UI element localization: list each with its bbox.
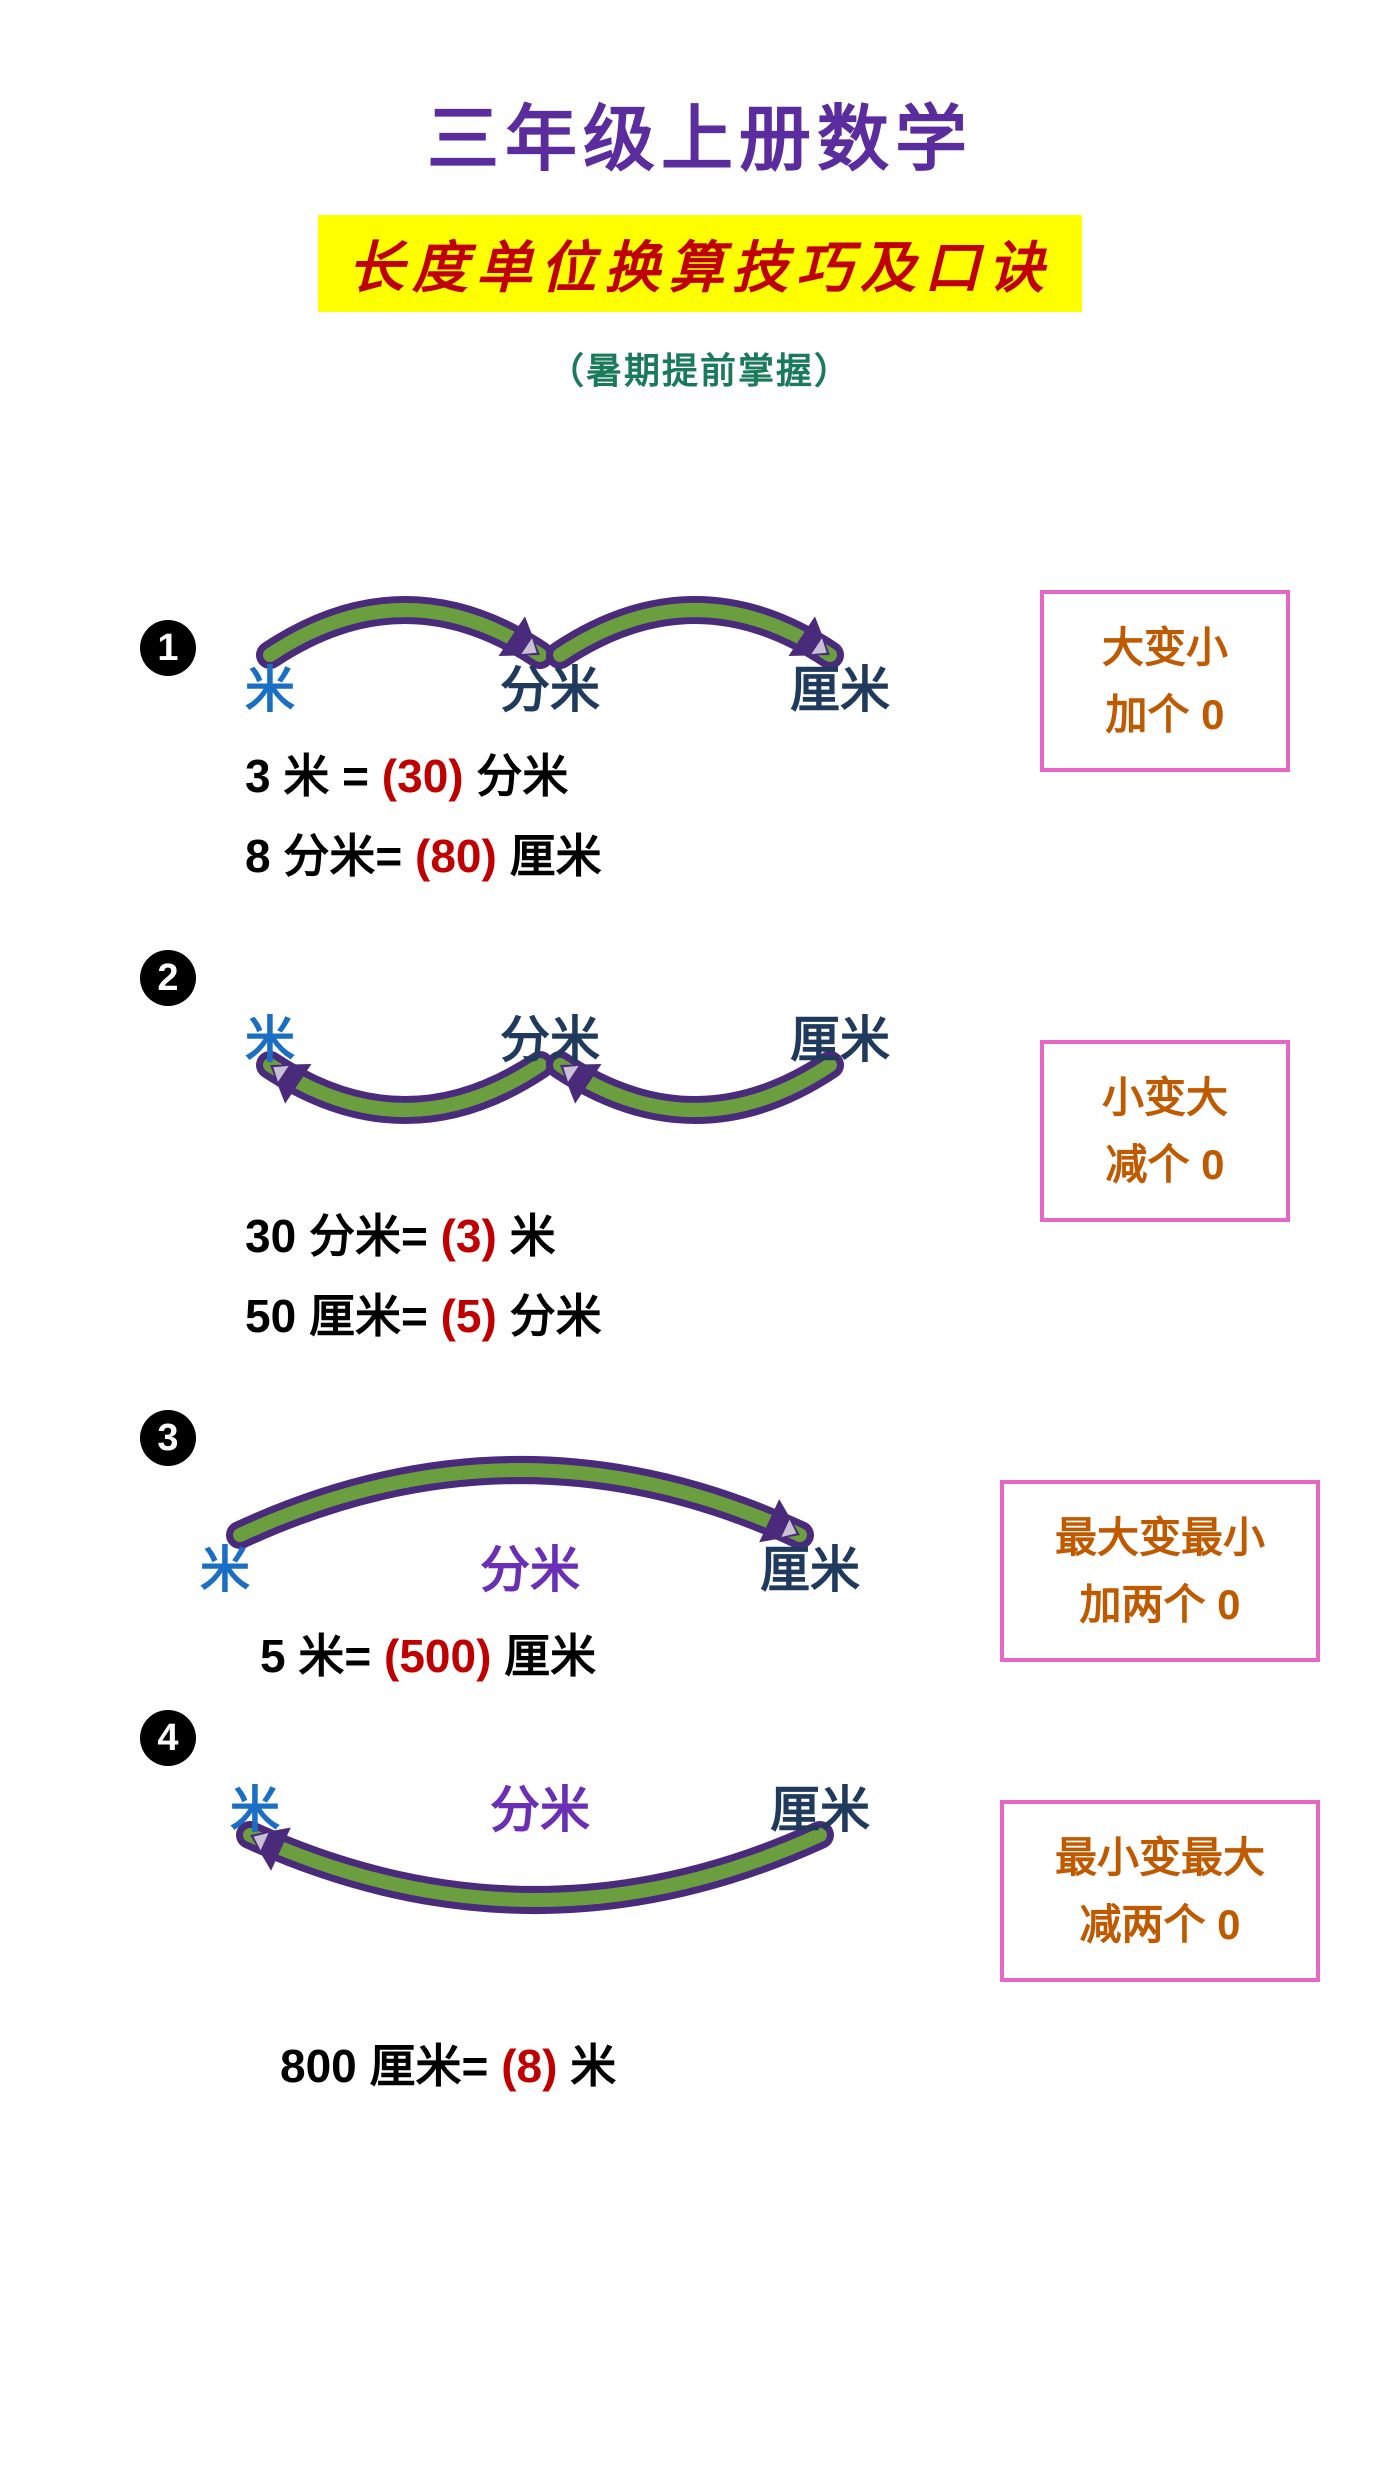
tip-line: 减两个 0: [1028, 1891, 1292, 1958]
tip-line: 加个 0: [1068, 681, 1262, 748]
equation-row: 800 厘米= (8) 米: [280, 2030, 616, 2096]
equation-rhs: 米: [557, 2040, 616, 2092]
unit-label: 厘米: [790, 650, 890, 722]
unit-label: 分米: [490, 1770, 590, 1842]
equation-row: 8 分米= (80) 厘米: [245, 820, 602, 886]
unit-label: 米: [230, 1770, 280, 1842]
unit-label: 米: [245, 1000, 295, 1072]
equation-answer: (5): [441, 1290, 497, 1342]
page-title: 三年级上册数学: [0, 0, 1400, 185]
unit-label: 分米: [500, 650, 600, 722]
tip-box: 小变大减个 0: [1040, 1040, 1290, 1222]
unit-label: 米: [200, 1530, 250, 1602]
equation-lhs: 5 米=: [260, 1630, 384, 1682]
equation-answer: (80): [415, 830, 497, 882]
equation-lhs: 8 分米=: [245, 830, 415, 882]
equation-row: 3 米 = (30) 分米: [245, 740, 568, 806]
section-badge: 1: [140, 620, 196, 676]
tip-line: 大变小: [1068, 614, 1262, 681]
section-badge: 2: [140, 950, 196, 1006]
equation-rhs: 米: [497, 1210, 556, 1262]
section-badge: 3: [140, 1410, 196, 1466]
equation-row: 5 米= (500) 厘米: [260, 1620, 596, 1686]
equation-rhs: 厘米: [497, 830, 602, 882]
unit-label: 厘米: [790, 1000, 890, 1072]
equation-row: 50 厘米= (5) 分米: [245, 1280, 602, 1346]
unit-label: 厘米: [770, 1770, 870, 1842]
tip-line: 最大变最小: [1028, 1504, 1292, 1571]
equation-rhs: 厘米: [491, 1630, 596, 1682]
equation-lhs: 800 厘米=: [280, 2040, 501, 2092]
tip-box: 最大变最小加两个 0: [1000, 1480, 1320, 1662]
page-subtitle: 长度单位换算技巧及口诀: [318, 215, 1082, 312]
tip-line: 加两个 0: [1028, 1571, 1292, 1638]
unit-label: 米: [245, 650, 295, 722]
unit-label: 分米: [500, 1000, 600, 1072]
unit-label: 分米: [480, 1530, 580, 1602]
equation-rhs: 分米: [464, 750, 569, 802]
section-badge: 4: [140, 1710, 196, 1766]
equation-lhs: 30 分米=: [245, 1210, 441, 1262]
tip-line: 减个 0: [1068, 1131, 1262, 1198]
equation-answer: (8): [501, 2040, 557, 2092]
unit-label: 厘米: [760, 1530, 860, 1602]
equation-row: 30 分米= (3) 米: [245, 1200, 556, 1266]
tip-line: 小变大: [1068, 1064, 1262, 1131]
equation-answer: (500): [384, 1630, 491, 1682]
equation-lhs: 3 米 =: [245, 750, 382, 802]
tip-box: 大变小加个 0: [1040, 590, 1290, 772]
equation-answer: (3): [441, 1210, 497, 1262]
equation-lhs: 50 厘米=: [245, 1290, 441, 1342]
equation-answer: (30): [382, 750, 464, 802]
tip-box: 最小变最大减两个 0: [1000, 1800, 1320, 1982]
equation-rhs: 分米: [497, 1290, 602, 1342]
page-note: （暑期提前掌握）: [548, 342, 852, 394]
tip-line: 最小变最大: [1028, 1824, 1292, 1891]
